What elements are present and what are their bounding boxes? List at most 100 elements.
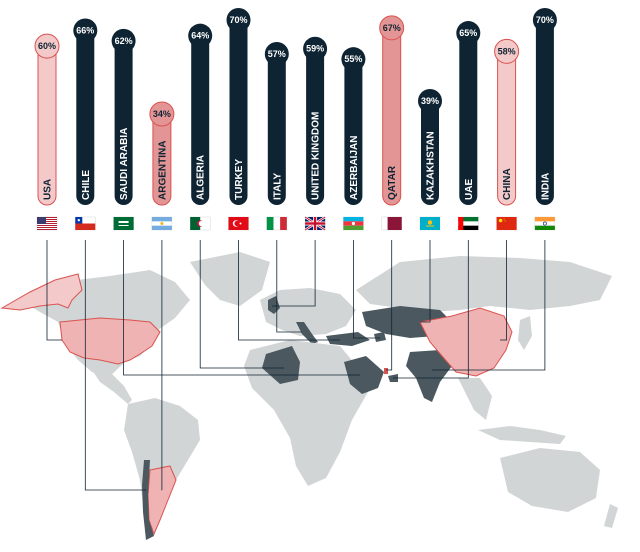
bar (535, 14, 554, 205)
data-label: 58% (498, 46, 516, 56)
bar (306, 42, 325, 205)
italy-map-shape (296, 322, 318, 344)
data-label: 66% (76, 25, 94, 35)
bar (267, 47, 286, 205)
southeast-asia-shape (458, 378, 492, 420)
data-label: 65% (459, 28, 477, 38)
azerbaijan-flag-icon (343, 216, 364, 231)
turkey-map-shape (326, 332, 370, 346)
value-bubble (111, 28, 136, 53)
bar (229, 14, 248, 205)
data-label: 57% (268, 49, 286, 59)
value-bubble (264, 41, 289, 66)
turkey-flag-icon (228, 216, 249, 231)
category-label: SAUDI ARABIA (119, 128, 130, 200)
usa-map-shape (59, 317, 161, 365)
us-flag-icon (36, 216, 58, 231)
value-bubble (456, 21, 481, 46)
connector-line (352, 240, 380, 339)
category-label: USA (43, 179, 54, 200)
value-bubble (188, 23, 213, 48)
indonesia-shape (478, 426, 566, 444)
connector-line (420, 240, 431, 323)
kazakhstan-flag-icon (419, 216, 441, 231)
connector-line (393, 240, 469, 379)
value-bubble (226, 8, 251, 32)
connector-line (84, 240, 146, 491)
value-bubble (532, 8, 557, 32)
bar (344, 53, 363, 205)
china-map-shape (419, 307, 513, 377)
category-label: QATAR (387, 165, 398, 200)
category-label: ARGENTINA (157, 141, 168, 200)
category-label: AZERBAIJAN (349, 136, 360, 200)
chile-flag-icon (75, 216, 96, 231)
alaska-shape (0, 273, 83, 311)
japan-shape (518, 316, 532, 350)
saudi-arabia-map-shape (344, 356, 384, 394)
bar (76, 24, 95, 206)
connector-line (199, 240, 284, 369)
central-america-shape (92, 370, 132, 404)
data-label: 64% (191, 31, 209, 41)
data-label: 62% (115, 36, 133, 46)
chile-map-shape (142, 460, 154, 540)
value-bubble (418, 88, 442, 113)
bar (459, 27, 478, 205)
russia-shape (356, 256, 612, 312)
category-label: CHILE (81, 170, 92, 200)
category-label: UAE (464, 179, 475, 200)
connector-line (500, 240, 508, 341)
data-label: 55% (344, 54, 362, 64)
data-label: 34% (153, 109, 171, 119)
algeria-flag-icon (189, 216, 211, 231)
connector-line (238, 240, 340, 341)
bar (421, 94, 439, 205)
category-label: KAZAKHSTAN (426, 131, 437, 200)
connector-line (46, 240, 62, 341)
value-bubble (149, 101, 175, 127)
data-label: 70% (229, 15, 247, 25)
data-label: 39% (421, 96, 439, 106)
category-label: CHINA (502, 168, 513, 200)
data-label: 70% (536, 15, 554, 25)
value-bubble (73, 18, 98, 43)
value-bubble (303, 36, 328, 61)
flag-row (36, 215, 556, 232)
europe-shape (260, 288, 356, 336)
data-label: 67% (383, 23, 401, 33)
bar (191, 29, 210, 205)
value-bubble (379, 15, 405, 41)
category-label: UNITED KINGDOM (311, 112, 322, 200)
uae-flag-icon (458, 216, 479, 231)
connector-line (276, 240, 302, 333)
category-label: ITALY (272, 172, 283, 200)
connector-line (386, 240, 393, 371)
connector-line (432, 240, 546, 371)
argentina-flag-icon (151, 216, 173, 231)
connector-lines (46, 240, 546, 491)
australia-shape (500, 448, 600, 512)
qatar-flag-icon (381, 216, 402, 231)
category-label: ALGERIA (196, 155, 207, 200)
india-map-shape (406, 350, 452, 402)
category-label: TURKEY (234, 159, 245, 200)
saudi-arabia-flag-icon (113, 216, 134, 231)
algeria-map-shape (262, 346, 300, 384)
italy-flag-icon (266, 216, 287, 231)
value-bubble (341, 47, 366, 72)
connector-line (123, 240, 360, 376)
greenland-shape (190, 252, 270, 306)
azerbaijan-map-shape (374, 332, 386, 342)
uk-flag-icon (304, 215, 326, 232)
bar (114, 34, 133, 206)
data-label: 59% (306, 44, 324, 54)
category-label: INDIA (540, 173, 551, 200)
china-flag-icon (496, 216, 517, 231)
qatar-map-shape (384, 368, 388, 374)
new-zealand-shape (604, 504, 618, 528)
data-label: 60% (38, 41, 56, 51)
world-map (0, 252, 618, 540)
value-bubble (34, 33, 60, 59)
